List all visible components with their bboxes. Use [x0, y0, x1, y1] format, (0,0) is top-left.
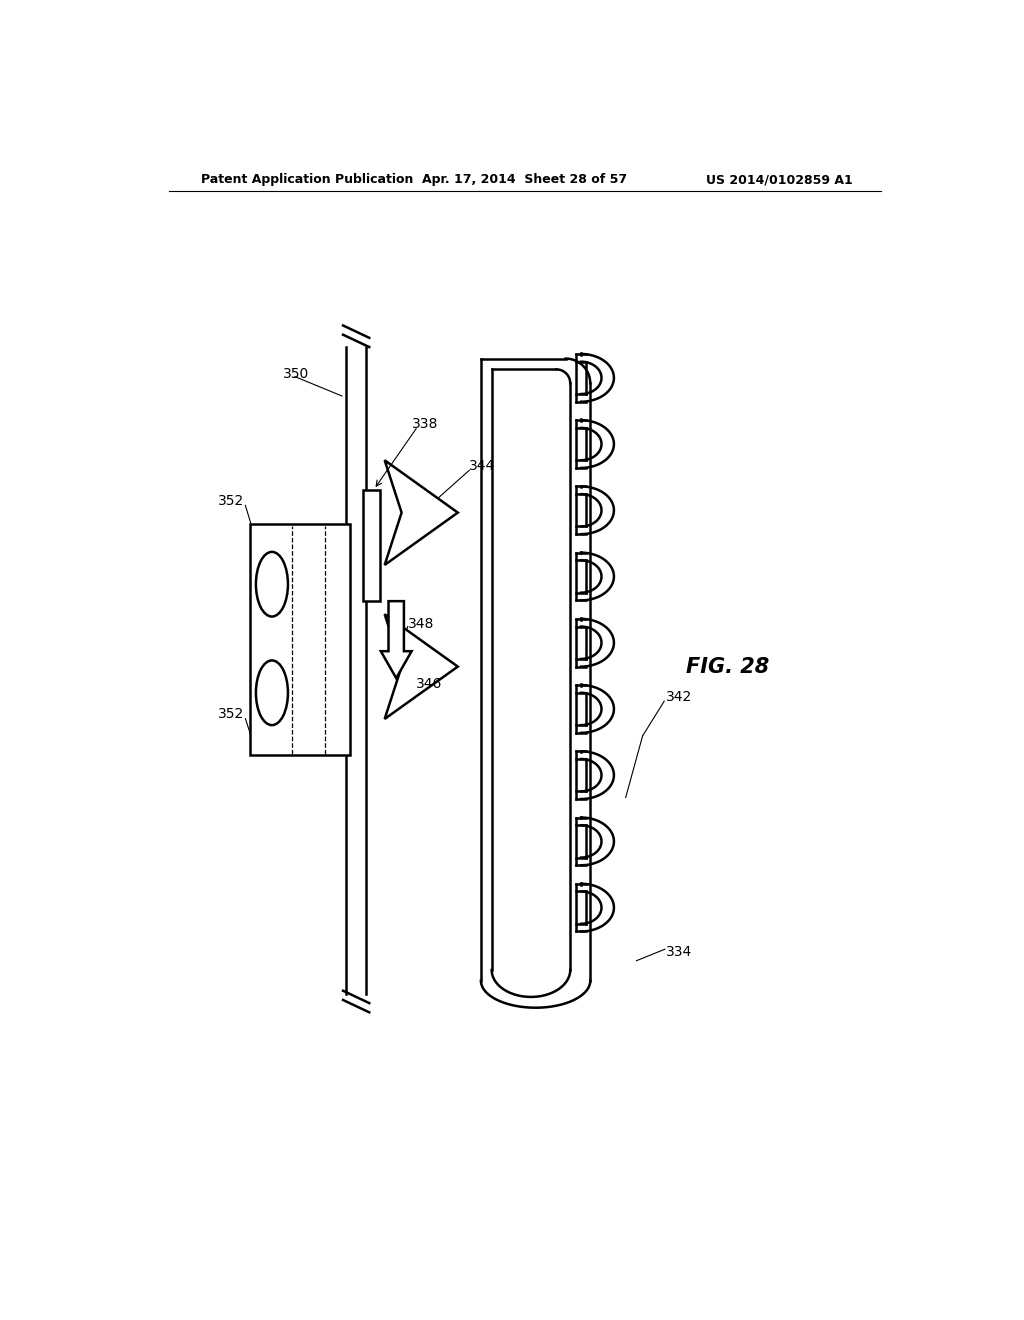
Text: FIG. 28: FIG. 28 [686, 656, 769, 677]
Text: Patent Application Publication: Patent Application Publication [202, 173, 414, 186]
Text: 350: 350 [283, 367, 309, 381]
Text: US 2014/0102859 A1: US 2014/0102859 A1 [707, 173, 853, 186]
Text: 352: 352 [218, 708, 245, 721]
Bar [364, 490, 380, 601]
Text: 338: 338 [412, 417, 438, 432]
Text: 348: 348 [408, 618, 434, 631]
Text: Apr. 17, 2014  Sheet 28 of 57: Apr. 17, 2014 Sheet 28 of 57 [422, 173, 628, 186]
Text: 352: 352 [218, 494, 245, 508]
Text: 344: 344 [469, 459, 496, 474]
Polygon shape [381, 601, 412, 678]
Text: 334: 334 [666, 945, 692, 958]
Bar [250, 524, 350, 755]
Text: 342: 342 [666, 690, 692, 705]
Text: 346: 346 [416, 677, 441, 690]
Polygon shape [385, 461, 458, 565]
Polygon shape [385, 614, 458, 719]
